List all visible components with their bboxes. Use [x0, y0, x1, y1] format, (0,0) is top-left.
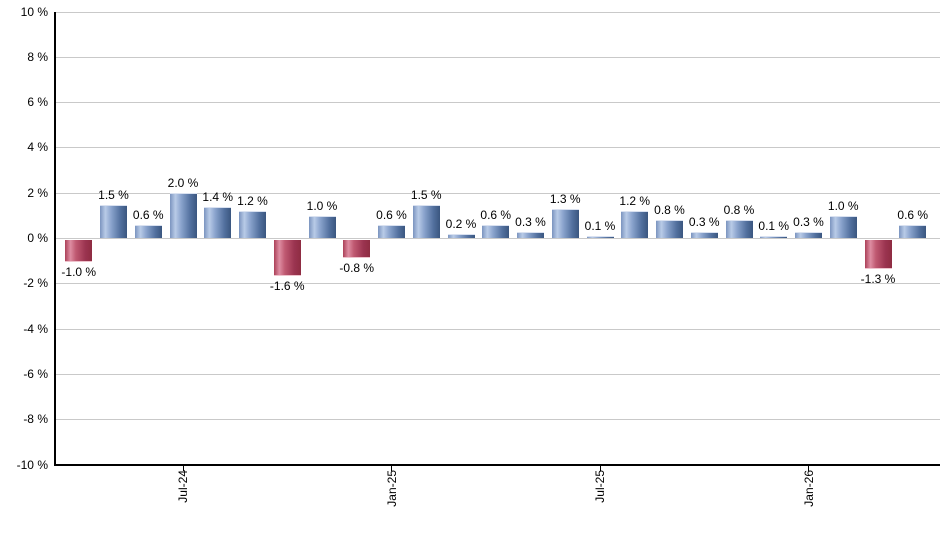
- y-tick-label: 10 %: [20, 4, 48, 19]
- bar: [725, 220, 753, 239]
- bar: [760, 236, 788, 239]
- y-tick-label: 6 %: [27, 95, 48, 110]
- bar: [621, 211, 649, 239]
- x-tick-label: Jul-24: [176, 468, 190, 528]
- bar-value-label: 0.8 %: [654, 203, 685, 218]
- y-tick-label: -2 %: [23, 276, 48, 291]
- bar-value-label: 0.6 %: [897, 207, 929, 222]
- bar: [517, 231, 544, 239]
- bar: [273, 239, 301, 276]
- bar: [412, 204, 440, 239]
- x-tick-label: Jan-26: [802, 468, 816, 528]
- gridline: [55, 328, 940, 330]
- gridline: [55, 238, 940, 239]
- bar: [100, 204, 127, 239]
- bar-value-label: 0.3 %: [688, 214, 720, 229]
- bar: [134, 224, 162, 239]
- bar-value-label: 0.6 %: [480, 207, 512, 222]
- x-tick-label-text: Jul-24: [176, 470, 190, 503]
- x-tick-label-text: Jul-25: [593, 470, 607, 503]
- bar-value-label: 1.5 %: [98, 187, 129, 202]
- y-tick-label: -4 %: [23, 321, 48, 336]
- bar: [169, 193, 197, 239]
- gridline: [55, 102, 940, 104]
- y-tick-label: -8 %: [23, 412, 48, 427]
- y-tick-label: 0 %: [27, 231, 48, 245]
- bar: [864, 239, 892, 269]
- gridline: [55, 192, 940, 194]
- gridline: [55, 419, 940, 421]
- bar-value-label: 1.3 %: [549, 192, 581, 207]
- bar-value-label: 1.2 %: [619, 194, 651, 209]
- gridline: [55, 11, 940, 13]
- y-tick-label: -10 %: [16, 457, 48, 472]
- bar-value-label: 0.1 %: [758, 219, 790, 234]
- bar-value-label: 0.2 %: [445, 216, 477, 231]
- bar-value-label: 2.0 %: [167, 176, 199, 191]
- x-axis-tick: [182, 465, 184, 471]
- bar-value-label: 0.1 %: [584, 219, 616, 234]
- bar: [447, 233, 475, 239]
- x-tick-label-text: Jan-26: [801, 470, 816, 507]
- bar-value-label: -0.8 %: [339, 260, 375, 275]
- bar-value-label: 0.8 %: [723, 203, 755, 218]
- bar-value-label: -1.6 %: [269, 278, 305, 293]
- bar: [656, 220, 683, 239]
- y-tick-label: 4 %: [27, 140, 48, 155]
- bar-value-label: 1.4 %: [202, 189, 234, 204]
- y-tick-label: 8 %: [27, 49, 48, 64]
- x-tick-label-text: Jan-25: [384, 470, 399, 507]
- bar: [586, 236, 614, 239]
- bar: [482, 224, 510, 239]
- bar: [308, 215, 336, 239]
- bar: [795, 231, 822, 239]
- bar-value-label: 0.6 %: [132, 207, 164, 222]
- bar-value-label: -1.3 %: [860, 271, 896, 286]
- bar-value-label: 1.0 %: [827, 198, 859, 213]
- bar-value-label: 0.3 %: [515, 214, 546, 229]
- bar: [690, 231, 718, 239]
- bar: [899, 224, 927, 239]
- bar: [829, 215, 857, 239]
- x-tick-label: Jan-25: [385, 468, 399, 528]
- bar: [239, 211, 266, 239]
- bar-value-label: 1.2 %: [237, 194, 268, 209]
- gridline: [55, 147, 940, 149]
- bar: [551, 209, 579, 239]
- bar: [378, 224, 405, 239]
- x-axis-tick: [599, 465, 601, 471]
- x-axis-line: [54, 464, 940, 466]
- bar-value-label: -1.0 %: [61, 265, 97, 280]
- bar-value-label: 1.5 %: [410, 187, 442, 202]
- bar: [65, 239, 93, 263]
- bar: [204, 206, 232, 239]
- y-axis-line: [54, 12, 56, 465]
- gridline: [55, 283, 940, 285]
- bar-value-label: 0.6 %: [376, 207, 407, 222]
- y-tick-label: 2 %: [27, 185, 48, 200]
- bar-value-label: 1.0 %: [306, 198, 338, 213]
- x-axis-tick: [808, 465, 809, 471]
- bar: [343, 239, 371, 258]
- gridline: [55, 373, 940, 375]
- x-tick-label: Jul-25: [593, 468, 607, 528]
- gridline: [55, 56, 940, 58]
- x-axis-tick: [391, 465, 392, 471]
- bar-value-label: 0.3 %: [793, 214, 824, 229]
- y-tick-label: -6 %: [23, 366, 48, 381]
